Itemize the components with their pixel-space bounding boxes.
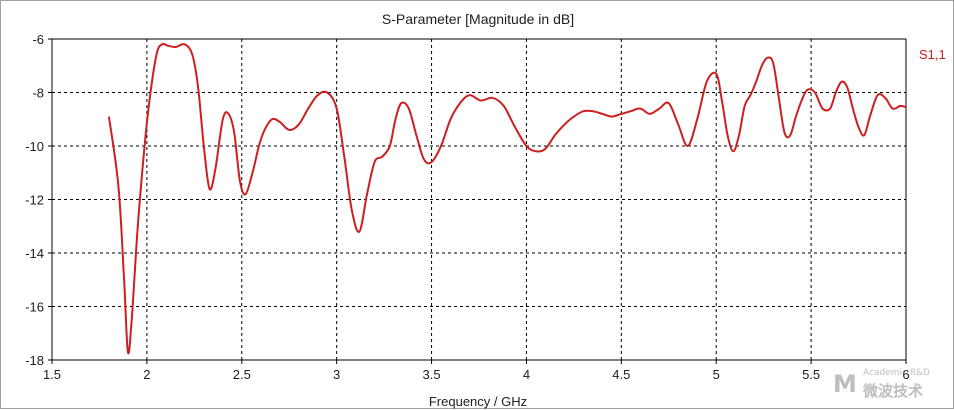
watermark-mark-icon: M [833, 370, 857, 398]
series-line-s11 [107, 42, 907, 355]
x-tick-label: 1.5 [43, 367, 61, 382]
y-tick-label: -12 [25, 193, 44, 208]
x-tick-label: 2 [143, 367, 150, 382]
legend-series-label: S1,1 [919, 47, 946, 62]
watermark-small-text: Academic R&D [863, 368, 930, 378]
y-tick-label: -14 [25, 246, 44, 261]
x-tick-label: 5.5 [802, 367, 820, 382]
x-tick-label: 4 [523, 367, 530, 382]
x-axis-label: Frequency / GHz [428, 394, 528, 409]
chart-title: S-Parameter [Magnitude in dB] [381, 11, 575, 27]
y-tick-label: -18 [25, 353, 44, 368]
watermark-logo: M Academic R&D 微波技术 [833, 368, 951, 400]
x-tick-label: 6 [902, 367, 909, 382]
y-tick-label: -16 [25, 300, 44, 315]
x-tick-label: 4.5 [612, 367, 630, 382]
y-tick-label: -6 [32, 32, 44, 47]
x-tick-label: 3.5 [423, 367, 441, 382]
x-tick-label: 5 [713, 367, 720, 382]
grid-layer [52, 39, 906, 360]
y-tick-label: -10 [25, 139, 44, 154]
y-tick-label: -8 [32, 86, 44, 101]
x-tick-label: 2.5 [233, 367, 251, 382]
tick-layer: 1.5 2 2.5 3 3.5 4 4.5 5 5.5 6 -6 -8 -10 -12 -14 -16 -18 [25, 32, 909, 382]
x-tick-label: 3 [333, 367, 340, 382]
watermark-big-text: 微波技术 [863, 382, 924, 400]
series-layer [107, 42, 907, 355]
